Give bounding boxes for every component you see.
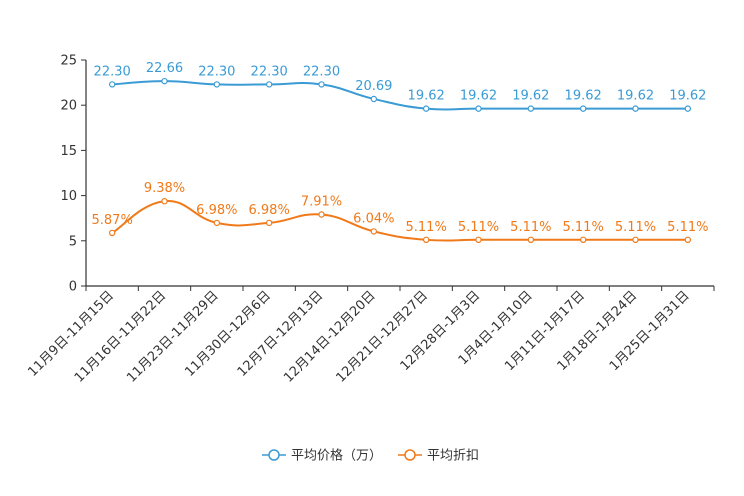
data-point[interactable] bbox=[422, 236, 430, 244]
data-point[interactable] bbox=[527, 236, 535, 244]
legend-marker-icon bbox=[404, 449, 416, 461]
data-point[interactable] bbox=[265, 219, 273, 227]
data-label: 19.62 bbox=[669, 89, 706, 104]
data-point[interactable] bbox=[579, 236, 587, 244]
data-point[interactable] bbox=[213, 219, 221, 227]
data-label: 6.98% bbox=[249, 203, 290, 218]
data-label: 19.62 bbox=[408, 89, 445, 104]
data-point[interactable] bbox=[684, 236, 692, 244]
legend-item-1[interactable]: 平均价格（万） bbox=[262, 448, 382, 464]
data-label: 22.30 bbox=[198, 64, 235, 79]
y-tick-label: 5 bbox=[69, 234, 77, 249]
data-label: 22.30 bbox=[251, 64, 288, 79]
data-point[interactable] bbox=[370, 228, 378, 235]
data-label: 5.11% bbox=[458, 220, 499, 235]
x-tick-label: 11月16日-11月22日 bbox=[72, 288, 169, 385]
data-label: 5.11% bbox=[615, 220, 656, 235]
x-tick-label: 12月21日-12月27日 bbox=[334, 288, 431, 385]
data-label: 5.11% bbox=[563, 220, 604, 235]
legend-label: 平均折扣 bbox=[427, 449, 479, 464]
legend-marker-icon bbox=[268, 449, 280, 461]
data-point[interactable] bbox=[108, 229, 116, 237]
data-point[interactable] bbox=[579, 105, 587, 112]
series-line bbox=[112, 80, 688, 111]
data-label: 22.30 bbox=[94, 64, 131, 79]
legend-item-2[interactable]: 平均折扣 bbox=[398, 449, 479, 464]
data-point[interactable] bbox=[265, 81, 273, 88]
data-label: 22.66 bbox=[146, 61, 183, 76]
data-label: 5.11% bbox=[406, 220, 447, 235]
data-point[interactable] bbox=[475, 105, 482, 112]
data-point[interactable] bbox=[632, 236, 639, 244]
data-point[interactable] bbox=[318, 211, 325, 218]
legend[interactable]: 平均价格（万） 平均折扣 bbox=[262, 448, 479, 464]
series-layer: 22.30 22.66 22.30 22.30 22.30 20.69 19.62 19.62… bbox=[92, 61, 708, 244]
data-point[interactable] bbox=[370, 95, 378, 103]
data-label: 22.30 bbox=[303, 64, 340, 79]
y-tick-label: 25 bbox=[60, 54, 77, 69]
data-point[interactable] bbox=[632, 105, 639, 112]
data-point[interactable] bbox=[527, 105, 535, 112]
data-point[interactable] bbox=[475, 236, 482, 244]
data-label: 6.04% bbox=[353, 211, 394, 226]
y-tick-label: 20 bbox=[60, 99, 77, 114]
y-tick-label: 0 bbox=[69, 280, 77, 295]
series-2: 5.87% 9.38% 6.98% 6.98% 7.91% 6.04% 5.11% 5.11%… bbox=[92, 181, 708, 244]
data-point[interactable] bbox=[684, 105, 692, 112]
data-point[interactable] bbox=[422, 105, 430, 112]
x-tick-label: 12月14日-12月20日 bbox=[281, 288, 378, 385]
y-tick-label: 10 bbox=[60, 189, 77, 204]
data-point[interactable] bbox=[318, 81, 325, 88]
data-label: 5.87% bbox=[92, 213, 133, 228]
data-label: 19.62 bbox=[565, 89, 602, 104]
data-label: 5.11% bbox=[667, 220, 708, 235]
data-label: 20.69 bbox=[355, 79, 392, 94]
x-tick-label: 11月9日-11月15日 bbox=[25, 288, 117, 380]
data-point[interactable] bbox=[161, 77, 168, 85]
data-label: 5.11% bbox=[510, 220, 551, 235]
data-label: 7.91% bbox=[301, 194, 342, 209]
data-label: 19.62 bbox=[460, 89, 497, 104]
data-label: 19.62 bbox=[512, 89, 549, 104]
series-1: 22.30 22.66 22.30 22.30 22.30 20.69 19.62 19.62… bbox=[94, 61, 706, 112]
legend-label: 平均价格（万） bbox=[291, 448, 382, 464]
data-point[interactable] bbox=[108, 81, 116, 88]
data-label: 9.38% bbox=[144, 181, 185, 196]
data-label: 6.98% bbox=[196, 203, 237, 218]
y-tick-label: 15 bbox=[60, 144, 77, 159]
data-point[interactable] bbox=[213, 81, 221, 88]
data-label: 19.62 bbox=[617, 89, 654, 104]
data-point[interactable] bbox=[161, 198, 168, 205]
x-tick-label: 11月23日-11月29日 bbox=[124, 288, 221, 385]
